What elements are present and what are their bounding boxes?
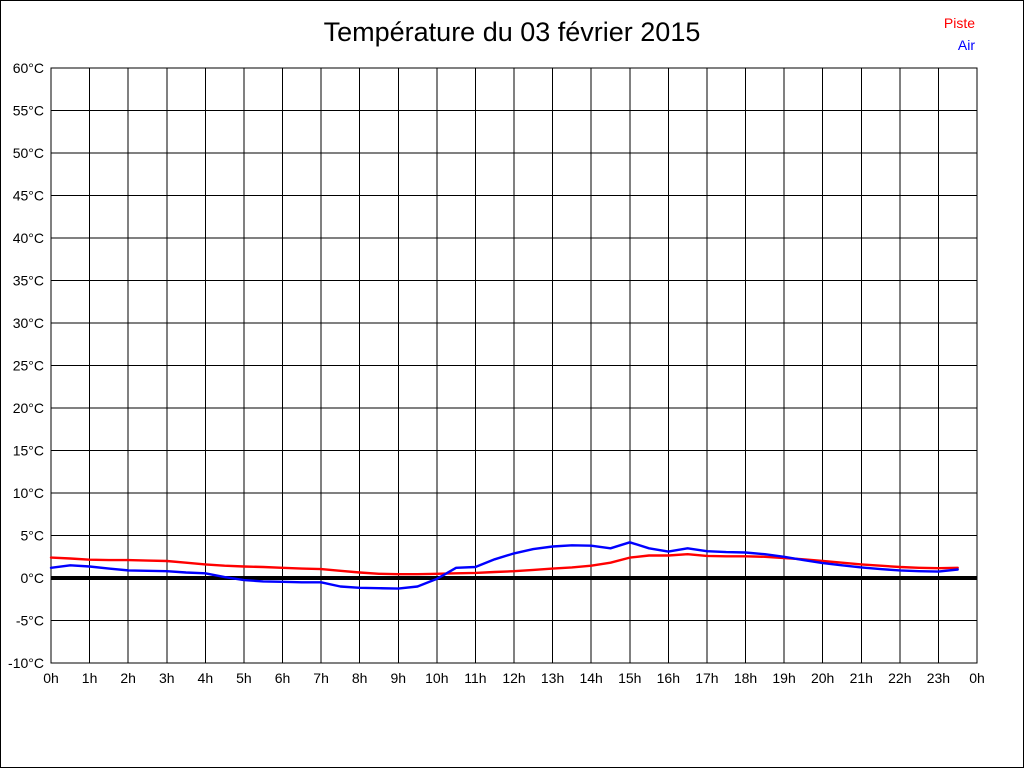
- x-tick-label: 18h: [734, 670, 757, 686]
- y-tick-label: 20°C: [13, 400, 44, 416]
- x-tick-label: 21h: [850, 670, 873, 686]
- x-tick-label: 1h: [82, 670, 98, 686]
- y-tick-label: -10°C: [8, 655, 44, 671]
- y-tick-label: 35°C: [13, 273, 44, 289]
- x-tick-label: 14h: [579, 670, 602, 686]
- x-tick-label: 11h: [464, 670, 486, 686]
- y-tick-label: -5°C: [16, 613, 44, 629]
- x-tick-label: 2h: [120, 670, 136, 686]
- air-temperature-line: [49, 541, 959, 590]
- x-tick-label: 0h: [43, 670, 59, 686]
- x-tick-label: 8h: [352, 670, 368, 686]
- y-tick-label: 60°C: [13, 60, 44, 76]
- x-tick-label: 7h: [313, 670, 329, 686]
- chart-legend: Piste Air: [944, 12, 975, 56]
- x-tick-label: 3h: [159, 670, 175, 686]
- x-tick-label: 15h: [618, 670, 641, 686]
- y-tick-label: 10°C: [13, 485, 44, 501]
- x-tick-label: 10h: [425, 670, 448, 686]
- x-tick-label: 0h: [969, 670, 985, 686]
- x-tick-label: 17h: [695, 670, 718, 686]
- x-tick-label: 4h: [198, 670, 214, 686]
- chart-title: Température du 03 février 2015: [323, 17, 701, 47]
- x-tick-label: 5h: [236, 670, 252, 686]
- y-tick-label: 25°C: [13, 358, 44, 374]
- y-tick-label: 30°C: [13, 315, 44, 331]
- y-tick-label: 15°C: [13, 443, 44, 459]
- x-tick-label: 6h: [275, 670, 291, 686]
- x-tick-label: 22h: [888, 670, 911, 686]
- y-tick-label: 5°C: [21, 528, 45, 544]
- legend-item-piste: Piste: [943, 15, 975, 31]
- y-tick-label: 45°C: [13, 188, 44, 204]
- y-tick-label: 40°C: [13, 230, 44, 246]
- plot-frame: [50, 67, 978, 664]
- x-tick-label: 9h: [390, 670, 406, 686]
- x-tick-label: 16h: [657, 670, 680, 686]
- x-tick-label: 20h: [811, 670, 834, 686]
- y-tick-label: 50°C: [13, 145, 44, 161]
- x-tick-label: 12h: [502, 670, 525, 686]
- y-tick-label: 55°C: [13, 103, 44, 119]
- x-tick-label: 19h: [772, 670, 795, 686]
- legend-item-air: Air: [957, 37, 975, 53]
- y-tick-label: 0°C: [21, 570, 45, 586]
- x-tick-label: 13h: [541, 670, 564, 686]
- x-tick-label: 23h: [927, 670, 950, 686]
